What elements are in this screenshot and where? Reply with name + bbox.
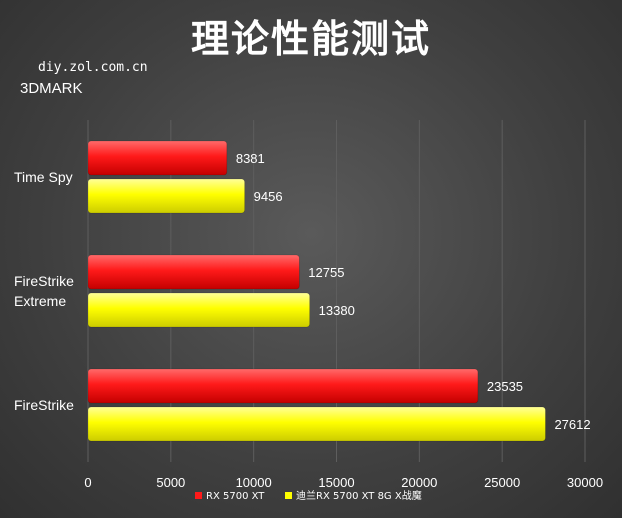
data-label: 23535 bbox=[487, 379, 523, 394]
x-tick-label: 0 bbox=[84, 475, 91, 490]
legend-swatch bbox=[285, 492, 292, 499]
x-tick-label: 10000 bbox=[236, 475, 272, 490]
data-label: 12755 bbox=[308, 265, 344, 280]
grid-lines bbox=[87, 120, 586, 462]
bar bbox=[87, 254, 300, 290]
data-label: 13380 bbox=[319, 303, 355, 318]
bars: 8381 9456 12755 13380 23535 27612 bbox=[87, 140, 591, 442]
legend: RX 5700 XT 迪兰RX 5700 XT 8G X战魔 bbox=[195, 489, 422, 502]
x-tick-label: 5000 bbox=[156, 475, 185, 490]
bar bbox=[87, 178, 245, 214]
bar bbox=[87, 140, 228, 176]
legend-swatch bbox=[195, 492, 202, 499]
data-label: 8381 bbox=[236, 151, 265, 166]
benchmark-label: 3DMARK bbox=[20, 80, 83, 97]
category-label: FireStrike bbox=[14, 397, 74, 413]
legend-label: RX 5700 XT bbox=[206, 491, 265, 502]
category-label: Extreme bbox=[14, 293, 66, 309]
bar bbox=[87, 292, 310, 328]
legend-label: 迪兰RX 5700 XT 8G X战魔 bbox=[296, 489, 422, 502]
x-tick-label: 20000 bbox=[401, 475, 437, 490]
data-label: 27612 bbox=[554, 417, 590, 432]
x-tick-label: 25000 bbox=[484, 475, 520, 490]
category-label: FireStrike bbox=[14, 273, 74, 289]
chart-title: 理论性能测试 bbox=[190, 17, 431, 61]
bar bbox=[87, 406, 546, 442]
x-tick-label: 15000 bbox=[318, 475, 354, 490]
x-tick-labels: 0 5000 10000 15000 20000 25000 30000 bbox=[84, 475, 603, 490]
source-site-label: diy.zol.com.cn bbox=[38, 60, 148, 75]
category-label: Time Spy bbox=[14, 169, 73, 185]
category-labels: Time Spy FireStrike Extreme FireStrike bbox=[14, 169, 74, 413]
bar bbox=[87, 368, 479, 404]
x-tick-label: 30000 bbox=[567, 475, 603, 490]
data-label: 9456 bbox=[254, 189, 283, 204]
